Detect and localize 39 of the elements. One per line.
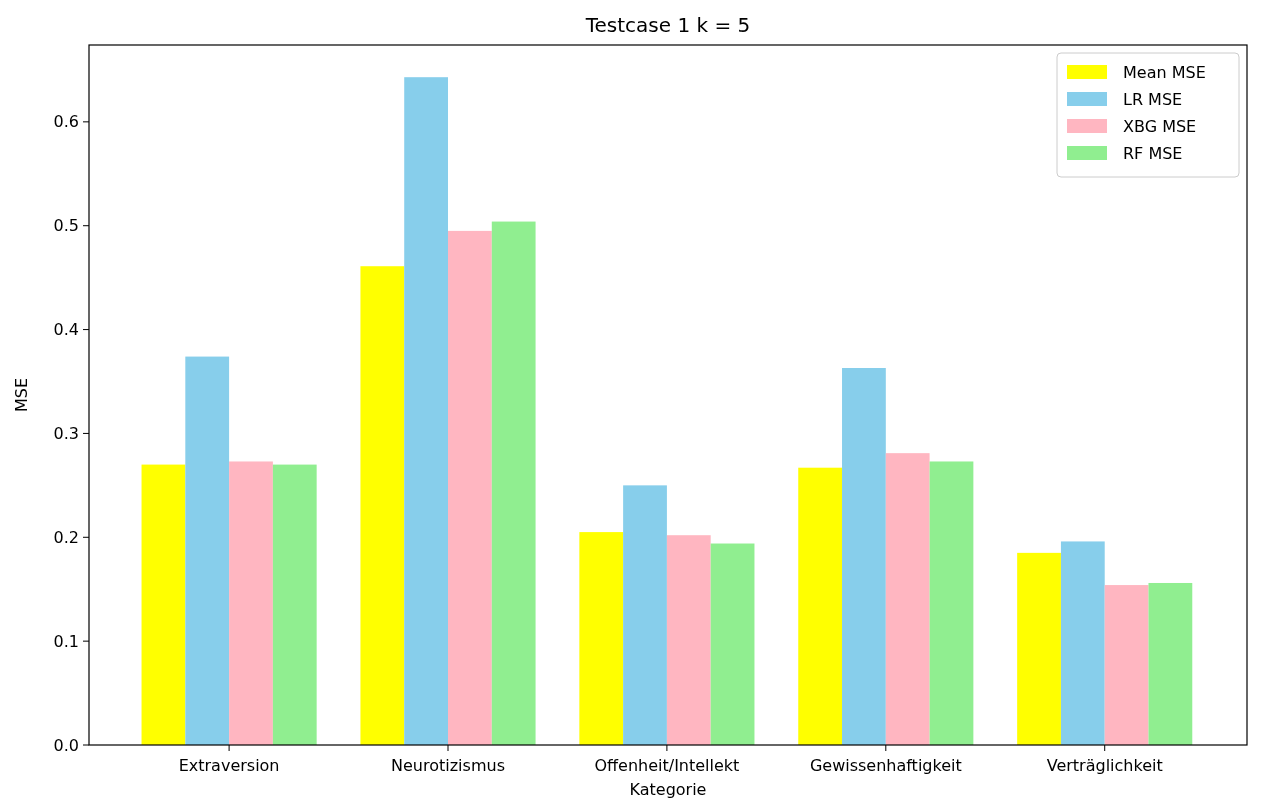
x-tick-label: Neurotizismus <box>391 756 505 775</box>
y-tick-label: 0.6 <box>53 112 79 132</box>
bar <box>185 356 230 745</box>
y-tick-label: 0.1 <box>53 631 79 651</box>
y-tick-label: 0.5 <box>53 216 79 236</box>
legend-label: XBG MSE <box>1123 116 1197 136</box>
x-tick-label: Verträglichkeit <box>1046 756 1163 775</box>
x-tick-label: Offenheit/Intellekt <box>594 756 740 775</box>
bar <box>491 221 536 745</box>
bar <box>842 368 886 745</box>
legend-label: Mean MSE <box>1123 62 1206 82</box>
x-axis-title: Kategorie <box>629 780 707 799</box>
bar <box>404 77 448 745</box>
bar <box>1104 585 1149 745</box>
bar <box>623 485 667 745</box>
bar <box>1060 541 1105 745</box>
legend-label: LR MSE <box>1123 89 1183 109</box>
bar <box>229 461 273 745</box>
y-tick-label: 0.4 <box>53 320 79 340</box>
x-tick-label: Gewissenhaftigkeit <box>809 756 962 775</box>
bar <box>141 464 186 745</box>
bar <box>448 230 492 745</box>
bar <box>929 461 974 745</box>
bar <box>1148 582 1193 745</box>
bar <box>360 266 405 745</box>
y-tick-label: 0.2 <box>53 527 79 547</box>
bar <box>710 543 755 745</box>
legend-label: RF MSE <box>1123 143 1183 163</box>
y-tick-label: 0.0 <box>53 735 79 755</box>
bar <box>798 467 843 745</box>
bar <box>579 532 624 745</box>
bar <box>885 453 930 745</box>
x-tick-label: Extraversion <box>178 756 280 775</box>
chart-title: Testcase 1 k = 5 <box>584 13 751 37</box>
y-axis-title: MSE <box>12 377 31 413</box>
bar <box>666 535 711 745</box>
y-tick-label: 0.3 <box>53 424 79 444</box>
bar <box>272 464 317 745</box>
bar <box>1017 552 1061 745</box>
